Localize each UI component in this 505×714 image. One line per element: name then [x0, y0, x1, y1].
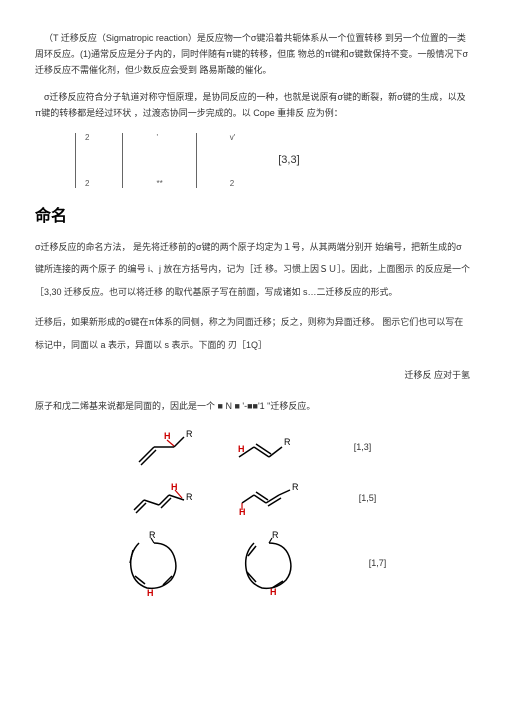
- svg-text:H: H: [164, 431, 171, 441]
- molecule-3-right: R H: [234, 528, 309, 598]
- molecule-2-left: H R: [129, 475, 194, 520]
- naming-para-1: σ迁移反应的命名方法， 是先将迁移前的σ键的两个原子均定为１号，从其两端分别开 …: [35, 236, 470, 304]
- naming-para-3: 迁移反 应对于氢: [35, 364, 470, 387]
- molecule-1-left: H R: [134, 427, 194, 467]
- svg-text:R: R: [186, 492, 193, 502]
- cope-col-mid: ' **: [156, 133, 162, 188]
- svg-text:H: H: [171, 482, 178, 492]
- cope-mid-bar-2: [196, 133, 197, 188]
- reaction-label-3: [1,7]: [369, 558, 387, 568]
- cope-right-bottom: 2: [230, 179, 236, 188]
- svg-text:R: R: [284, 437, 291, 447]
- cope-left-top: 2: [85, 133, 89, 142]
- naming-para-4: 原子和戊二烯基来说都是同面的，因此是一个 ■ N ■ '-■■'1 "迁移反应。: [35, 395, 470, 418]
- cope-mid-bottom: **: [156, 179, 162, 188]
- svg-text:R: R: [186, 429, 193, 439]
- naming-heading: 命名: [35, 202, 470, 226]
- reaction-label-2: [1,5]: [359, 493, 377, 503]
- reaction-label-1: [1,3]: [354, 442, 372, 452]
- reactions-diagram: H R H R [1,3]: [35, 427, 470, 598]
- intro-para-2: σ迁移反应符合分子轨道对称守恒原理，是协同反应的一种，也就是说原有σ键的断裂，新…: [35, 89, 470, 121]
- bracket-left: [75, 133, 77, 188]
- svg-text:H: H: [270, 587, 277, 597]
- intro-para-1: （T 迁移反应（Sigmatropic reaction）是反应物一个σ键沿着共…: [35, 30, 470, 79]
- reaction-row-1: H R H R [1,3]: [35, 427, 470, 467]
- reaction-row-2: H R H R [1,5]: [35, 475, 470, 520]
- svg-text:R: R: [149, 530, 156, 540]
- svg-text:R: R: [292, 482, 299, 492]
- svg-text:H: H: [147, 588, 154, 598]
- cope-diagram: 2 2 ' ** v' 2 [3,3]: [75, 133, 470, 188]
- reaction-row-3: R H R H [1,7]: [35, 528, 470, 598]
- cope-mid-top: ': [156, 133, 162, 142]
- cope-mid-bar: [122, 133, 123, 188]
- cope-left-bottom: 2: [85, 179, 89, 188]
- naming-para-2: 迁移后，如果新形成的σ键在π体系的同侧，称之为同面迁移；反之，则称为异面迁移。 …: [35, 311, 470, 356]
- molecule-3-left: R H: [119, 528, 194, 598]
- svg-text:H: H: [238, 444, 245, 454]
- cope-label: [3,3]: [278, 154, 299, 166]
- cope-col-right: v' 2: [230, 133, 236, 188]
- cope-col-left: 2 2: [85, 133, 89, 188]
- molecule-1-right: H R: [234, 427, 294, 467]
- svg-text:R: R: [272, 530, 279, 540]
- molecule-2-right: H R: [234, 475, 299, 520]
- cope-right-top: v': [230, 133, 236, 142]
